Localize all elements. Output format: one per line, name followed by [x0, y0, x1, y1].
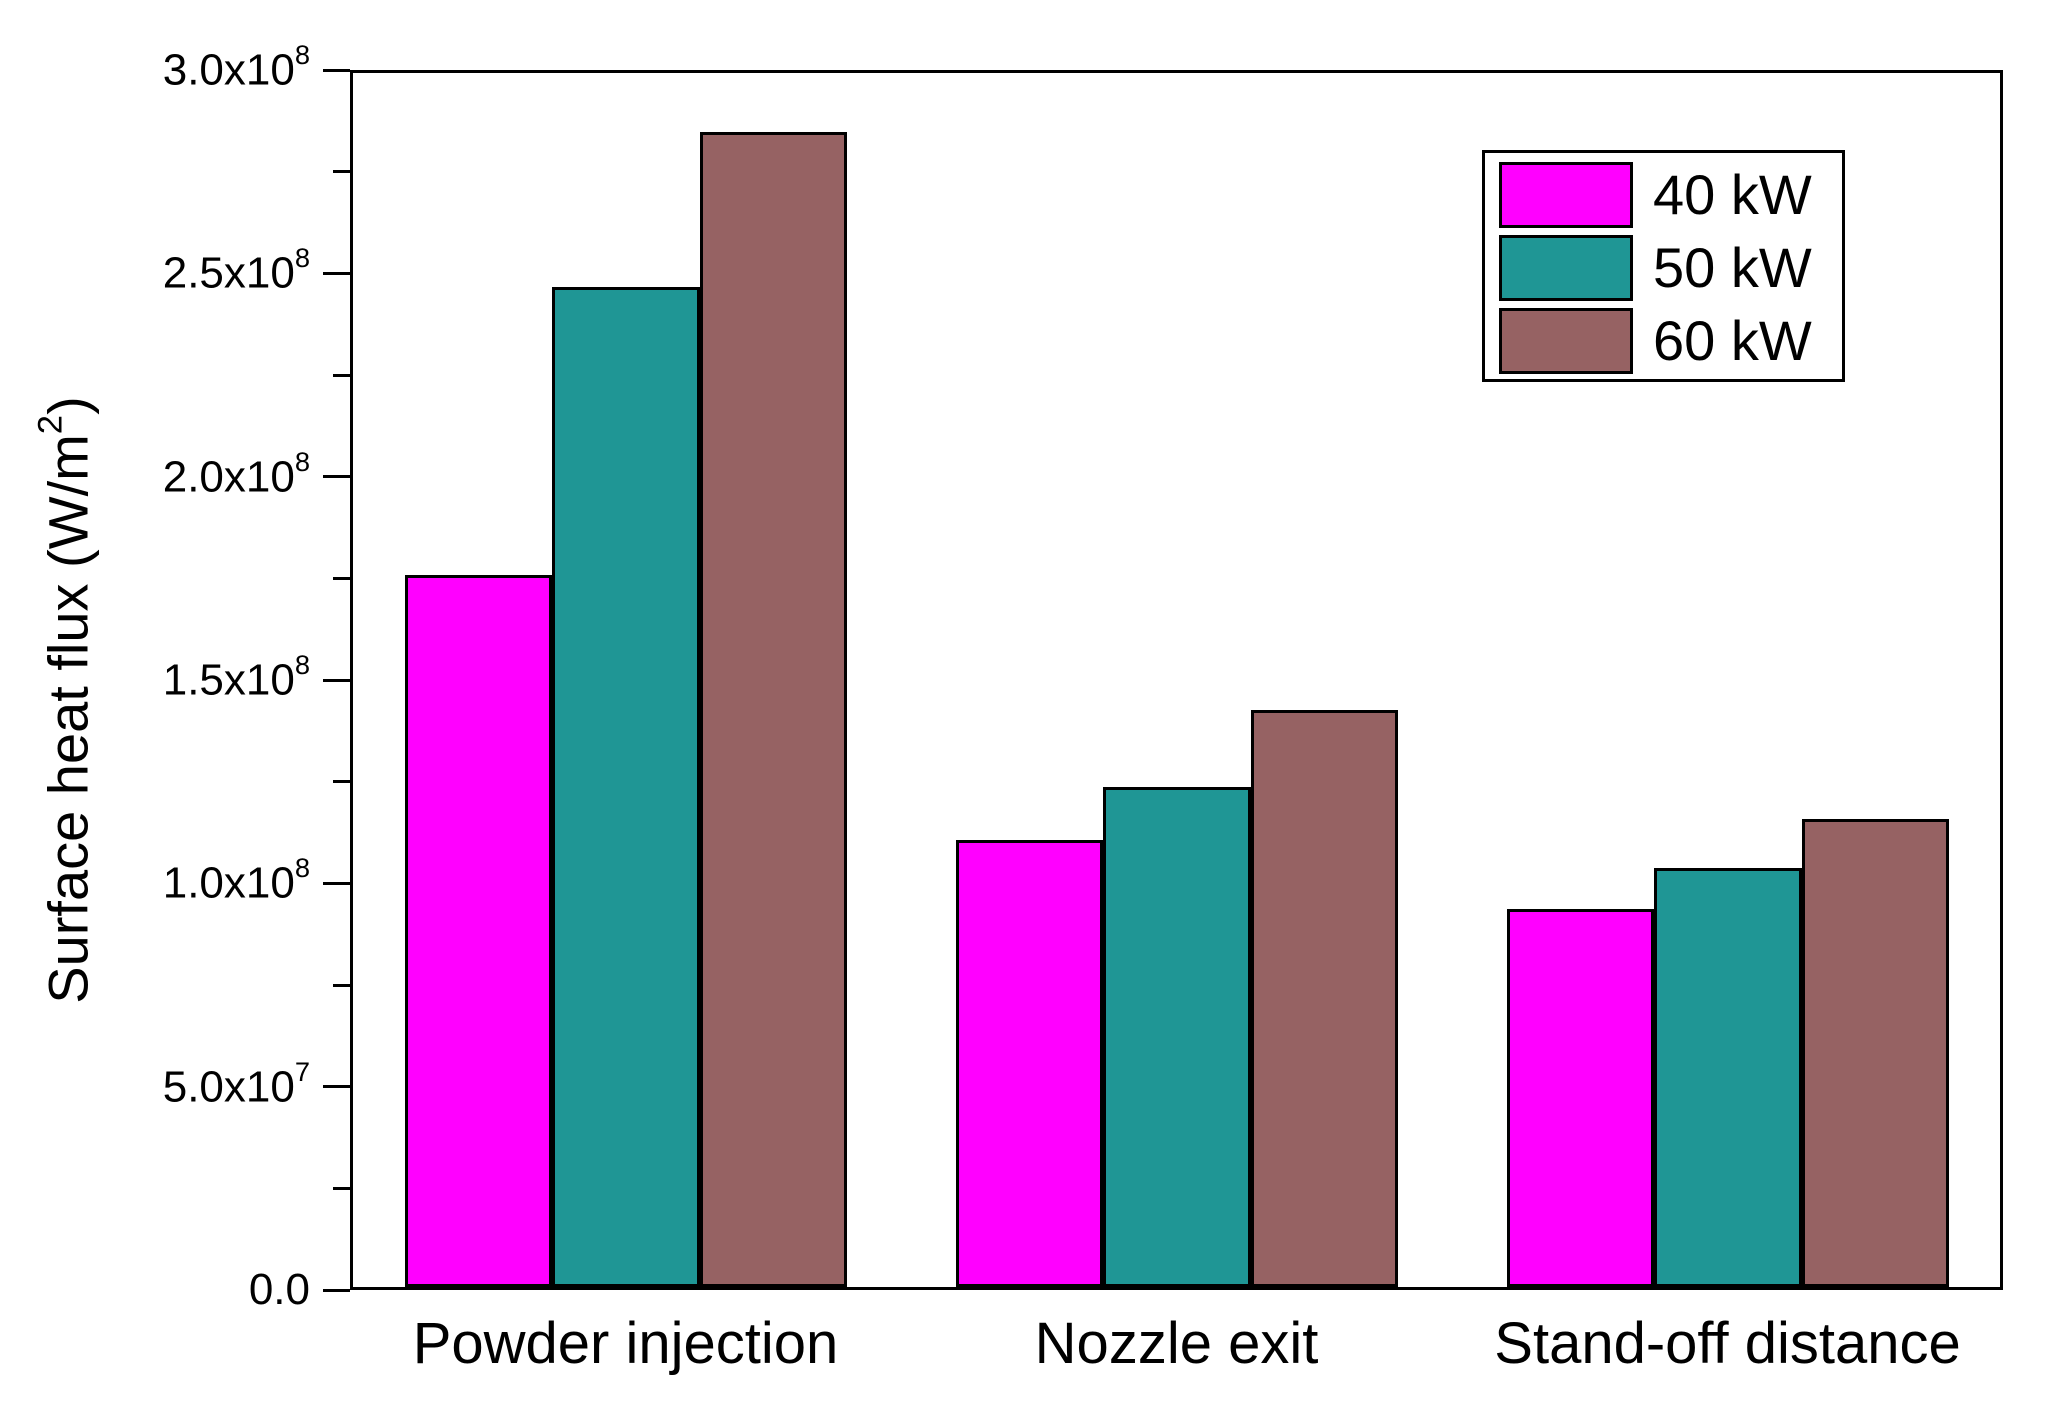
- y-minor-tick: [333, 780, 350, 784]
- bar-50-kw-group1: [552, 287, 700, 1287]
- legend-swatch-60-kw: [1499, 308, 1633, 374]
- y-minor-tick: [333, 983, 350, 987]
- y-tick-label: 3.0x108: [162, 39, 310, 95]
- y-axis-title: Surface heat flux (W/m2): [32, 396, 101, 1004]
- y-major-tick: [323, 881, 350, 885]
- bar-60-kw-group3: [1801, 819, 1949, 1287]
- bar-40-kw-group1: [404, 575, 552, 1287]
- bar-40-kw-group2: [955, 840, 1103, 1287]
- bar-50-kw-group2: [1103, 787, 1251, 1287]
- y-tick-label: 5.0x107: [162, 1055, 310, 1112]
- y-tick-label: 1.0x108: [162, 852, 310, 908]
- y-axis-title-suffix: ): [36, 396, 100, 415]
- legend-label: 60 kW: [1653, 309, 1812, 372]
- legend-row: 40 kW: [1499, 162, 1842, 228]
- y-minor-tick: [333, 373, 350, 377]
- bar-60-kw-group1: [699, 132, 847, 1287]
- y-major-tick: [323, 1085, 350, 1089]
- legend-swatch-50-kw: [1499, 235, 1633, 301]
- y-tick-label: 2.5x108: [162, 242, 310, 298]
- x-category-label: Nozzle exit: [1034, 1311, 1319, 1376]
- bar-50-kw-group3: [1654, 868, 1802, 1287]
- y-tick-label: 1.5x108: [162, 649, 310, 705]
- y-major-tick: [323, 68, 350, 72]
- y-major-tick: [323, 678, 350, 682]
- y-major-tick: [323, 475, 350, 479]
- bar-40-kw-group3: [1506, 909, 1654, 1287]
- y-axis-title-text: Surface heat flux (W/m: [36, 434, 100, 1004]
- legend-label: 50 kW: [1653, 236, 1812, 299]
- bar-60-kw-group2: [1250, 710, 1398, 1287]
- y-tick-label: 2.0x108: [162, 445, 310, 502]
- y-major-tick: [323, 1288, 350, 1292]
- legend-label: 40 kW: [1653, 163, 1812, 226]
- legend-swatch-40-kw: [1499, 162, 1633, 228]
- legend-row: 50 kW: [1499, 235, 1842, 301]
- y-axis-title-superscript: 2: [31, 414, 70, 435]
- y-minor-tick: [333, 170, 350, 174]
- y-minor-tick: [333, 576, 350, 580]
- y-tick-label: 0.0: [248, 1264, 310, 1314]
- y-major-tick: [323, 271, 350, 275]
- x-category-label: Stand-off distance: [1494, 1311, 1961, 1376]
- legend-row: 60 kW: [1499, 308, 1842, 374]
- y-minor-tick: [333, 1186, 350, 1190]
- bars-layer: [350, 70, 2003, 1290]
- x-category-label: Powder injection: [412, 1311, 839, 1376]
- legend: 40 kW 50 kW 60 kW: [1482, 150, 1845, 382]
